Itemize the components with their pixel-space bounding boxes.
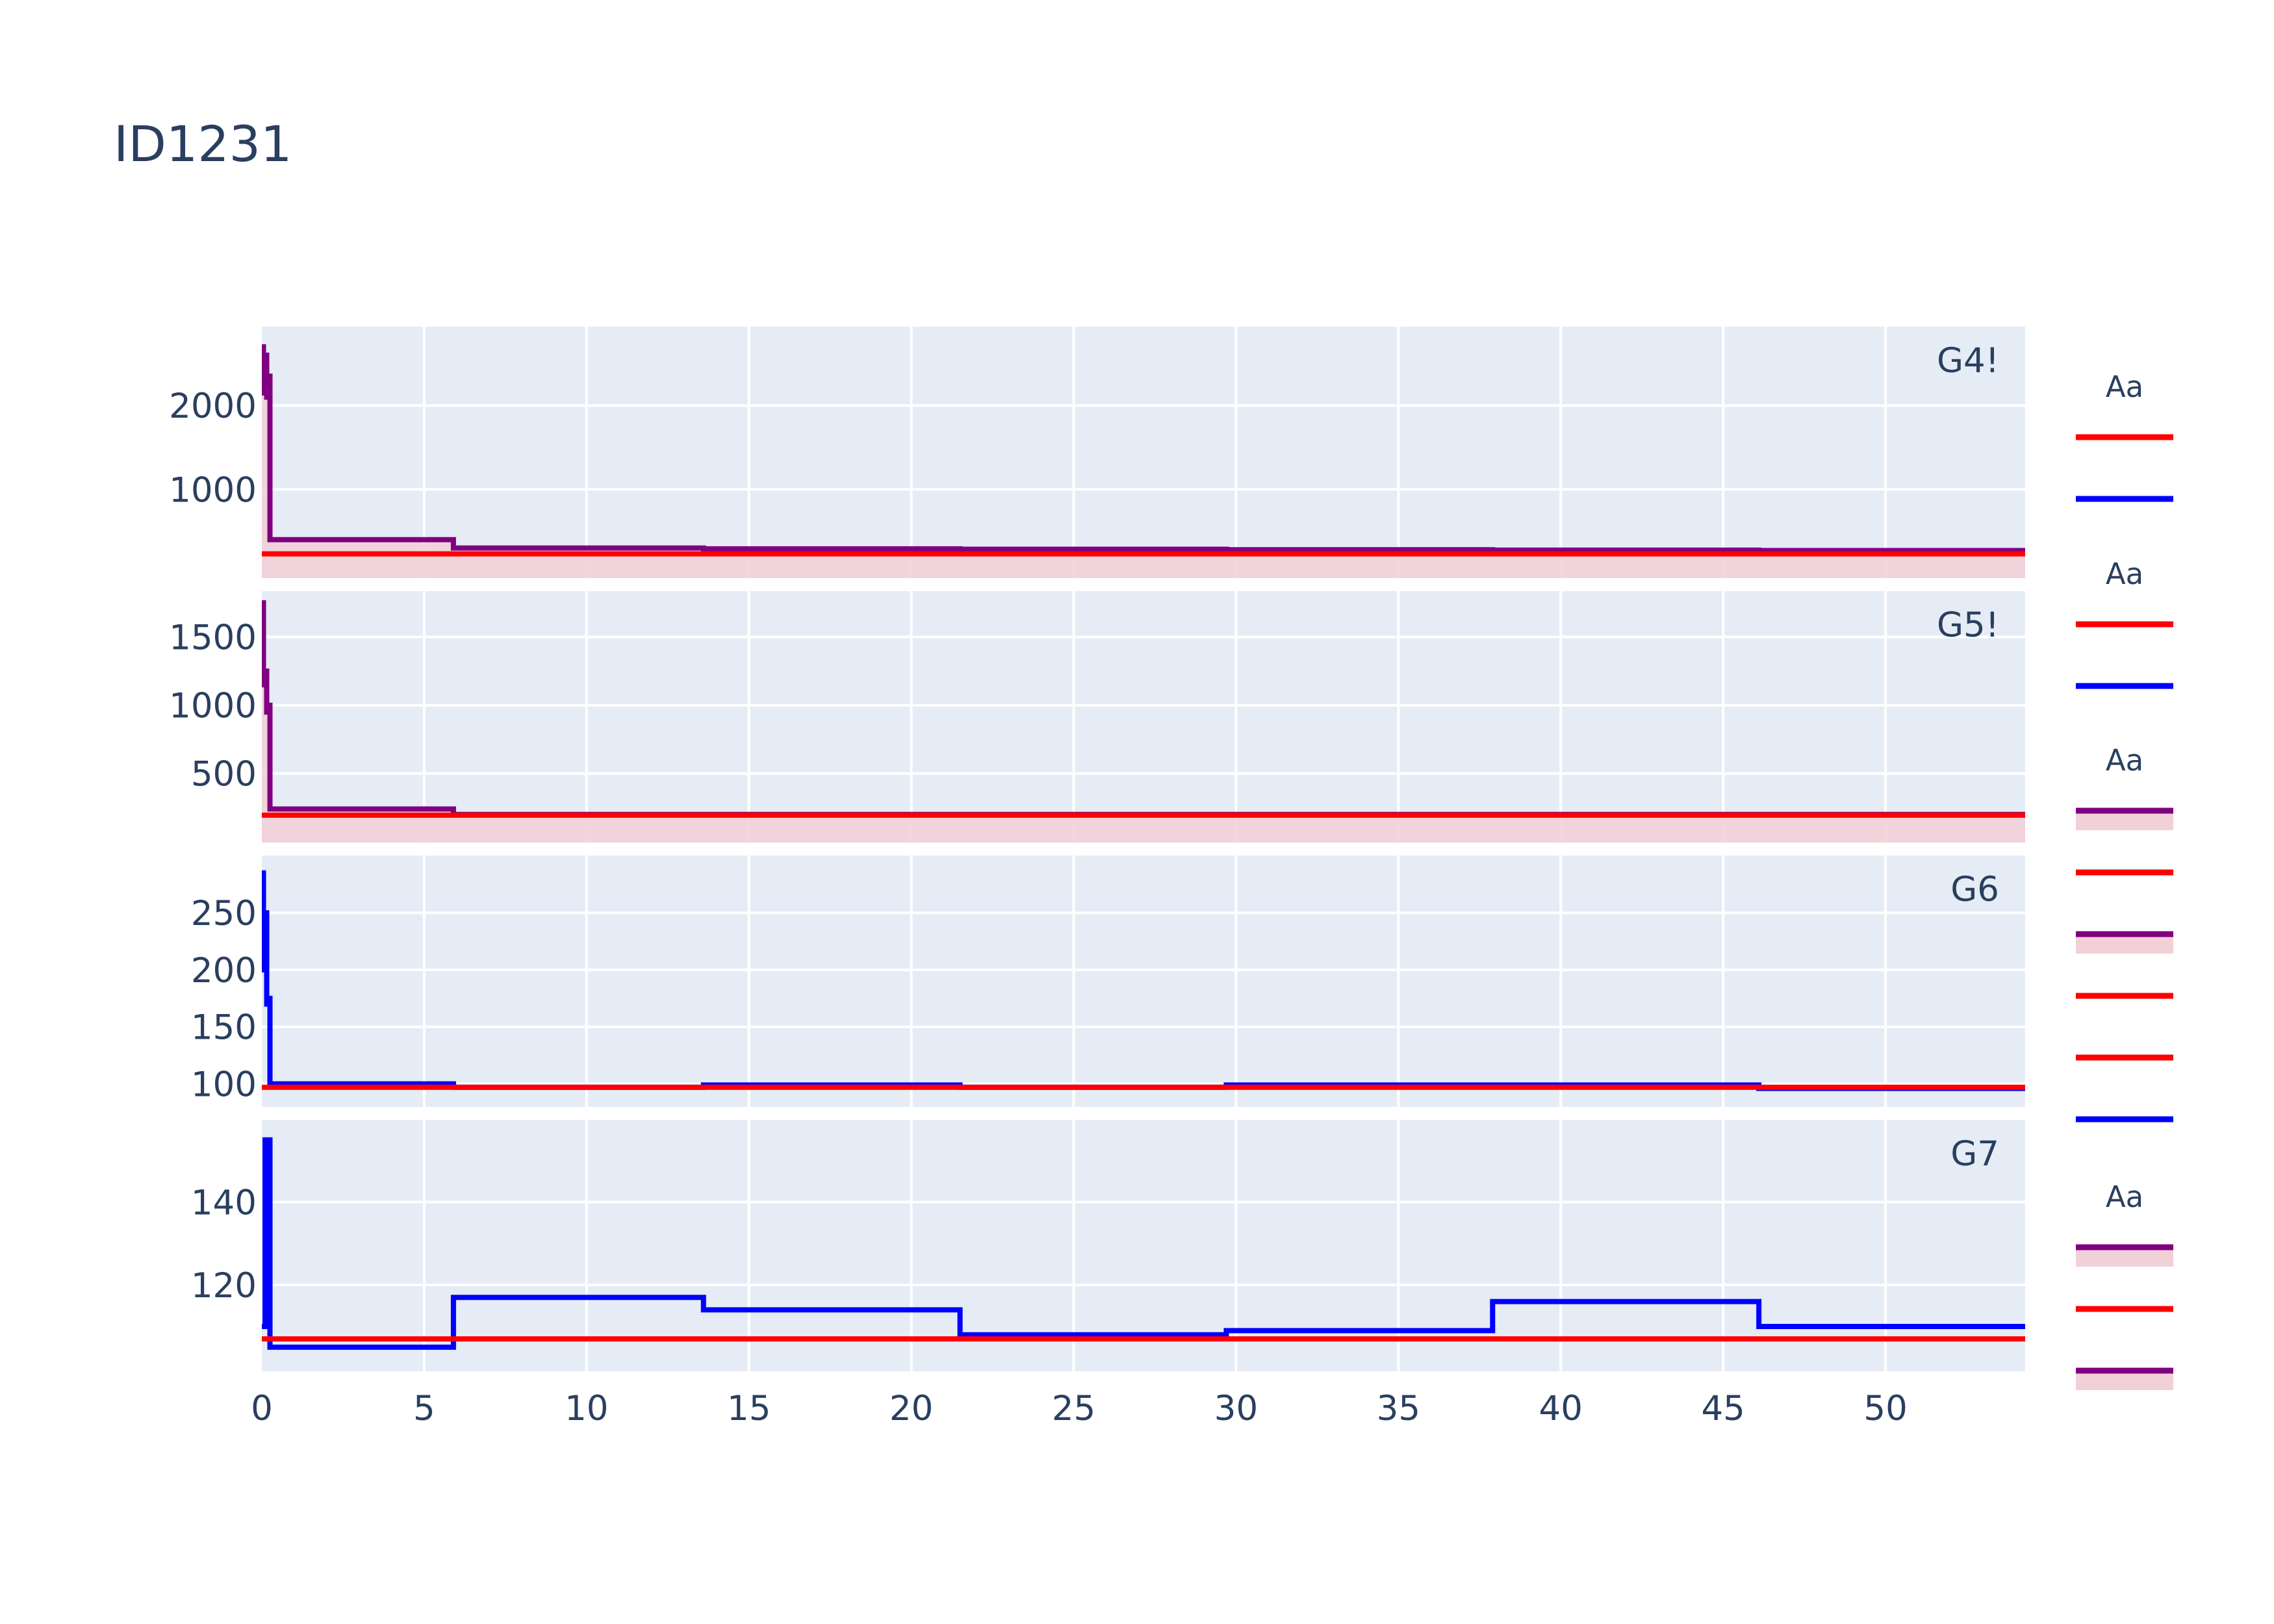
legend[interactable]: Aa Aa Aa Aa — [2076, 370, 2173, 1390]
y-tick-label: 150 — [191, 1008, 257, 1048]
series-group — [262, 1137, 2025, 1350]
plot-area — [262, 856, 2025, 1107]
y-tick-label: 1000 — [169, 687, 257, 726]
legend-fill-swatch — [2076, 1371, 2173, 1390]
subplot-4: 120 140 G7 — [191, 1120, 2025, 1371]
subplot-2: 500 1000 1500 G5! — [169, 591, 2025, 843]
subplot-label: G7 — [1950, 1134, 1999, 1174]
x-tick-label: 20 — [889, 1389, 933, 1428]
plot-area — [262, 327, 2025, 578]
series-line-purple — [262, 344, 2025, 553]
series-fill — [262, 603, 2025, 843]
y-tick-label: 200 — [191, 951, 257, 991]
legend-group-title: Aa — [2106, 370, 2143, 404]
x-tick-label: 45 — [1701, 1389, 1744, 1428]
series-group — [262, 600, 2025, 843]
x-tick-label: 5 — [413, 1389, 435, 1428]
series-group — [262, 344, 2025, 578]
y-tick-label: 1500 — [169, 618, 257, 658]
y-tick-label: 140 — [191, 1183, 257, 1223]
legend-item[interactable] — [2076, 1244, 2173, 1267]
x-tick-label: 25 — [1052, 1389, 1095, 1428]
series-line-blue — [262, 1137, 2025, 1350]
x-tick-label: 30 — [1214, 1389, 1258, 1428]
legend-group-1[interactable]: Aa — [2076, 370, 2173, 502]
legend-item[interactable] — [2076, 931, 2173, 954]
subplot-label: G4! — [1937, 341, 1999, 381]
legend-group-4[interactable]: Aa — [2076, 1180, 2173, 1390]
legend-fill-swatch — [2076, 811, 2173, 830]
legend-item[interactable] — [2076, 1367, 2173, 1390]
plot-area — [262, 1120, 2025, 1371]
legend-fill-swatch — [2076, 1247, 2173, 1267]
legend-fill-swatch — [2076, 934, 2173, 954]
series-group — [262, 870, 2025, 1091]
legend-group-2[interactable]: Aa — [2076, 557, 2173, 689]
legend-group-3[interactable]: Aa — [2076, 743, 2173, 1123]
x-axis: 0 5 10 15 20 25 30 35 40 45 50 — [251, 1389, 1908, 1428]
chart-title: ID1231 — [114, 115, 292, 173]
subplot-label: G5! — [1937, 605, 1999, 645]
x-tick-label: 15 — [727, 1389, 771, 1428]
subplot-label: G6 — [1950, 870, 1999, 909]
x-tick-label: 40 — [1539, 1389, 1583, 1428]
legend-group-title: Aa — [2106, 1180, 2143, 1214]
legend-group-title: Aa — [2106, 557, 2143, 591]
y-tick-label: 500 — [191, 755, 257, 794]
y-tick-label: 1000 — [169, 470, 257, 510]
x-tick-label: 0 — [251, 1389, 273, 1428]
legend-group-title: Aa — [2106, 743, 2143, 778]
subplot-1: 1000 2000 G4! — [169, 327, 2025, 578]
legend-item[interactable] — [2076, 807, 2173, 830]
plot-area — [262, 591, 2025, 843]
y-tick-label: 250 — [191, 894, 257, 933]
x-tick-label: 35 — [1377, 1389, 1420, 1428]
x-tick-label: 10 — [565, 1389, 608, 1428]
x-tick-label: 50 — [1863, 1389, 1907, 1428]
subplot-3: 100 150 200 250 G6 — [191, 856, 2025, 1107]
y-tick-label: 2000 — [169, 387, 257, 426]
series-line-purple — [262, 600, 2025, 817]
y-tick-label: 120 — [191, 1266, 257, 1306]
y-tick-label: 100 — [191, 1065, 257, 1104]
